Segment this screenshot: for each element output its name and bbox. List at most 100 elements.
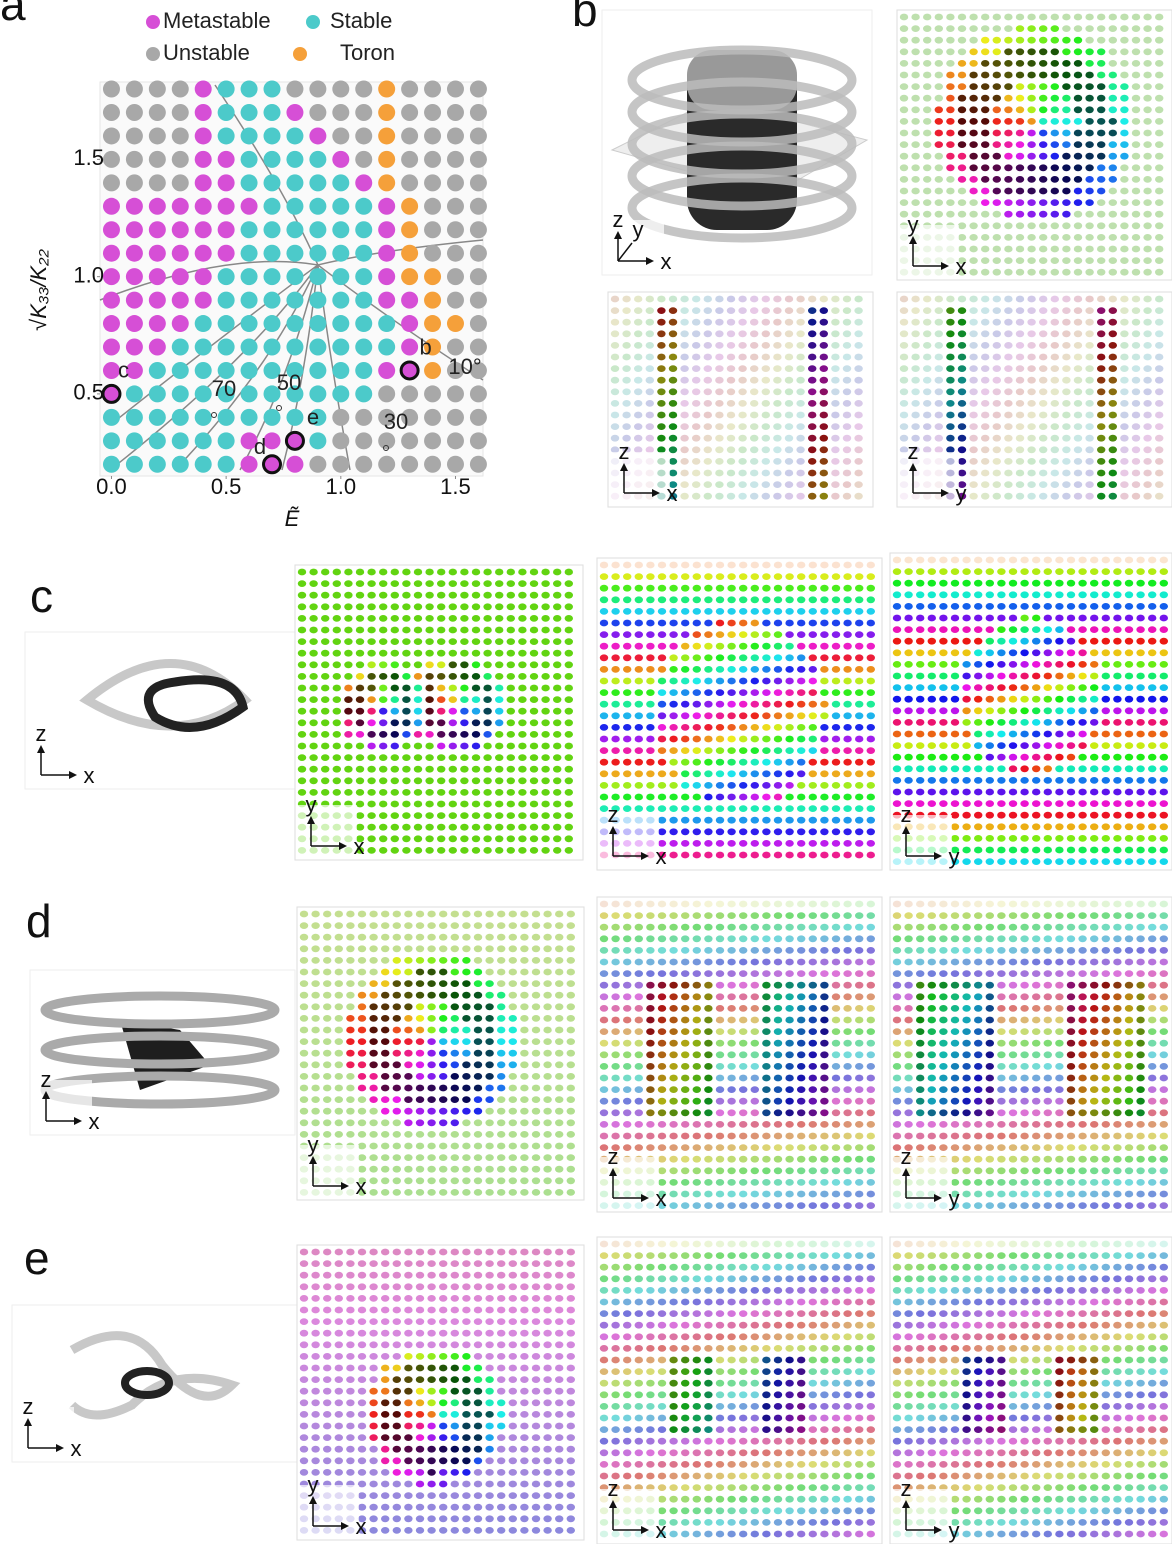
director	[820, 747, 828, 754]
director	[565, 603, 573, 610]
director	[1062, 377, 1070, 384]
director	[1097, 481, 1105, 488]
director	[555, 1038, 563, 1045]
director	[727, 342, 735, 349]
director	[507, 580, 515, 587]
director	[867, 678, 875, 685]
director	[309, 569, 317, 576]
phase-point	[401, 81, 418, 98]
director	[820, 1167, 828, 1174]
director	[935, 14, 943, 21]
director	[483, 847, 491, 854]
director	[820, 1005, 828, 1012]
director	[472, 569, 480, 576]
director	[693, 794, 701, 801]
director	[693, 1191, 701, 1198]
director	[567, 1154, 575, 1161]
director	[1136, 696, 1144, 703]
director	[820, 759, 828, 766]
director	[1113, 924, 1121, 931]
director	[855, 970, 863, 977]
director	[565, 661, 573, 668]
director	[449, 766, 457, 773]
director	[497, 969, 505, 976]
director	[1160, 591, 1168, 598]
director	[669, 747, 677, 754]
director	[1078, 591, 1086, 598]
director	[1044, 696, 1052, 703]
director	[635, 782, 643, 789]
director	[669, 701, 677, 708]
director	[911, 72, 919, 79]
director	[635, 1133, 643, 1140]
director	[391, 835, 399, 842]
director	[381, 992, 389, 999]
director	[1155, 164, 1163, 171]
director	[727, 1179, 735, 1186]
director	[1090, 901, 1098, 908]
director	[704, 959, 712, 966]
phase-point	[103, 198, 120, 215]
director	[797, 747, 805, 754]
director	[715, 493, 723, 500]
director	[474, 1015, 482, 1022]
director	[774, 1109, 782, 1116]
director	[555, 1003, 563, 1010]
director	[751, 1005, 759, 1012]
director	[1027, 234, 1035, 241]
director	[1155, 388, 1163, 395]
phase-point	[218, 339, 235, 356]
x-tick-label: 0.0	[96, 474, 127, 499]
director	[1067, 935, 1075, 942]
director	[323, 1073, 331, 1080]
director	[951, 731, 959, 738]
director	[623, 585, 631, 592]
director	[449, 731, 457, 738]
director	[425, 696, 433, 703]
director	[600, 747, 608, 754]
axis-label: x	[356, 1174, 367, 1199]
director	[1051, 458, 1059, 465]
director	[843, 377, 851, 384]
director	[923, 60, 931, 67]
director	[427, 1061, 435, 1068]
director	[1097, 330, 1105, 337]
director	[497, 922, 505, 929]
director	[1143, 377, 1151, 384]
director	[762, 1191, 770, 1198]
director	[1160, 835, 1168, 842]
director	[762, 935, 770, 942]
director	[600, 1005, 608, 1012]
director	[402, 835, 410, 842]
director	[611, 1133, 619, 1140]
director	[311, 1038, 319, 1045]
director	[1039, 330, 1047, 337]
director	[1085, 60, 1093, 67]
director	[333, 661, 341, 668]
director	[727, 319, 735, 326]
director	[974, 823, 982, 830]
director	[762, 852, 770, 859]
director	[460, 603, 468, 610]
director	[393, 957, 401, 964]
director	[986, 800, 994, 807]
director	[751, 666, 759, 673]
director	[449, 650, 457, 657]
director	[867, 1144, 875, 1151]
director	[923, 37, 931, 44]
director	[402, 673, 410, 680]
director	[1039, 199, 1047, 206]
director	[867, 912, 875, 919]
director	[416, 945, 424, 952]
director	[809, 1109, 817, 1116]
director	[1125, 847, 1133, 854]
director	[916, 591, 924, 598]
director	[356, 627, 364, 634]
phase-point	[195, 456, 212, 473]
director	[751, 689, 759, 696]
director	[739, 970, 747, 977]
director	[391, 696, 399, 703]
director	[855, 828, 863, 835]
director	[958, 14, 966, 21]
director	[1120, 222, 1128, 229]
